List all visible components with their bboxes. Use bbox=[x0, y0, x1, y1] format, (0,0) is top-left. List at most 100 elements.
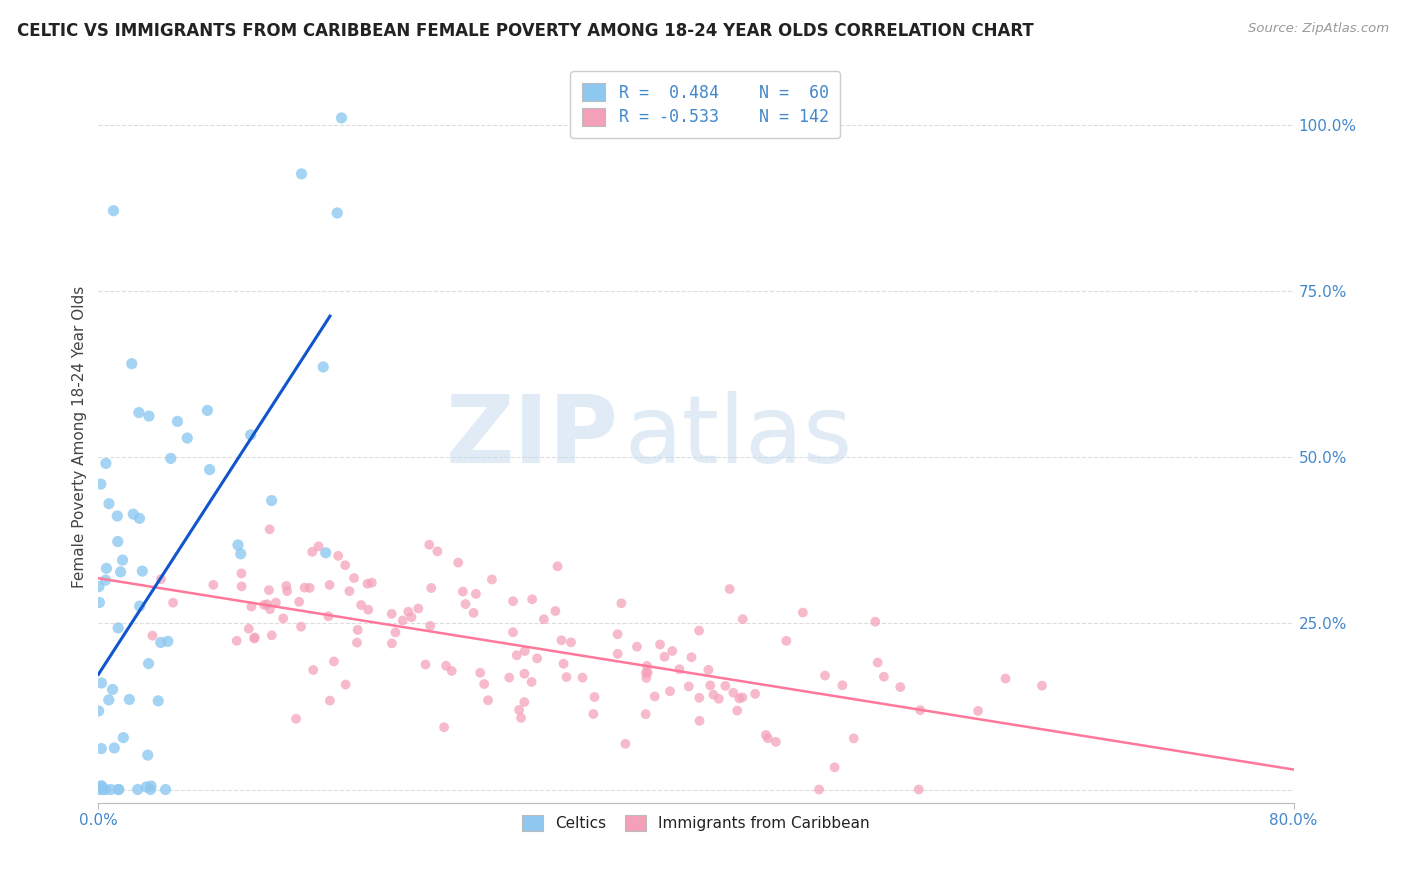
Point bbox=[198, 462, 221, 476]
Point bbox=[731, 612, 754, 626]
Point bbox=[1031, 679, 1053, 693]
Point bbox=[94, 456, 117, 470]
Point bbox=[889, 680, 911, 694]
Point bbox=[346, 635, 368, 649]
Point bbox=[582, 706, 605, 721]
Point bbox=[910, 703, 932, 717]
Point bbox=[107, 782, 129, 797]
Point bbox=[96, 561, 118, 575]
Point bbox=[873, 670, 896, 684]
Point bbox=[648, 638, 671, 652]
Point bbox=[583, 690, 606, 704]
Point bbox=[994, 672, 1017, 686]
Point bbox=[381, 636, 404, 650]
Text: ZIP: ZIP bbox=[446, 391, 619, 483]
Point bbox=[128, 511, 150, 525]
Point bbox=[128, 599, 150, 613]
Point bbox=[481, 573, 503, 587]
Point bbox=[335, 677, 357, 691]
Point bbox=[239, 428, 262, 442]
Point bbox=[103, 203, 125, 218]
Point bbox=[668, 662, 690, 676]
Point bbox=[661, 644, 683, 658]
Point bbox=[136, 748, 159, 763]
Point bbox=[90, 779, 112, 793]
Point bbox=[725, 704, 748, 718]
Point bbox=[714, 679, 737, 693]
Point bbox=[544, 604, 567, 618]
Point bbox=[440, 664, 463, 678]
Point bbox=[162, 596, 184, 610]
Point bbox=[718, 582, 741, 596]
Point bbox=[381, 607, 404, 621]
Point bbox=[502, 625, 524, 640]
Point bbox=[97, 693, 120, 707]
Point bbox=[415, 657, 437, 672]
Point bbox=[226, 538, 249, 552]
Point bbox=[94, 782, 117, 797]
Point bbox=[634, 665, 657, 680]
Point bbox=[197, 403, 219, 417]
Point bbox=[408, 601, 430, 615]
Point bbox=[337, 584, 360, 599]
Text: atlas: atlas bbox=[624, 391, 852, 483]
Point bbox=[533, 612, 555, 626]
Point bbox=[285, 712, 308, 726]
Point bbox=[121, 357, 143, 371]
Point bbox=[90, 676, 112, 690]
Point bbox=[391, 614, 413, 628]
Point bbox=[699, 678, 721, 692]
Point bbox=[707, 691, 730, 706]
Point bbox=[319, 693, 342, 707]
Point bbox=[866, 656, 889, 670]
Point bbox=[98, 497, 121, 511]
Point bbox=[100, 782, 122, 797]
Point bbox=[343, 571, 366, 585]
Point bbox=[434, 658, 457, 673]
Point bbox=[967, 704, 990, 718]
Point bbox=[907, 782, 929, 797]
Point bbox=[464, 587, 486, 601]
Legend: Celtics, Immigrants from Caribbean: Celtics, Immigrants from Caribbean bbox=[515, 807, 877, 839]
Point bbox=[131, 564, 153, 578]
Point bbox=[91, 782, 114, 797]
Point bbox=[775, 633, 797, 648]
Point bbox=[166, 414, 188, 428]
Point bbox=[520, 675, 543, 690]
Point bbox=[240, 599, 263, 614]
Point bbox=[824, 760, 846, 774]
Point bbox=[90, 477, 112, 491]
Point bbox=[259, 602, 281, 616]
Point bbox=[107, 782, 129, 797]
Point bbox=[90, 779, 112, 793]
Point bbox=[520, 592, 543, 607]
Point bbox=[122, 507, 145, 521]
Point bbox=[253, 598, 276, 612]
Point bbox=[644, 690, 666, 704]
Point bbox=[139, 779, 162, 793]
Text: Source: ZipAtlas.com: Source: ZipAtlas.com bbox=[1249, 22, 1389, 36]
Point bbox=[550, 633, 572, 648]
Point bbox=[138, 409, 160, 423]
Point bbox=[654, 649, 676, 664]
Point bbox=[447, 556, 470, 570]
Point bbox=[814, 668, 837, 682]
Point bbox=[159, 451, 181, 466]
Point bbox=[87, 580, 110, 594]
Point bbox=[555, 670, 578, 684]
Point bbox=[330, 111, 353, 125]
Point bbox=[454, 597, 477, 611]
Point bbox=[294, 581, 316, 595]
Y-axis label: Female Poverty Among 18-24 Year Olds: Female Poverty Among 18-24 Year Olds bbox=[72, 286, 87, 588]
Point bbox=[508, 703, 530, 717]
Point bbox=[107, 534, 129, 549]
Point bbox=[308, 539, 330, 553]
Point bbox=[127, 782, 149, 797]
Point bbox=[606, 627, 628, 641]
Point bbox=[636, 671, 658, 685]
Point bbox=[225, 633, 247, 648]
Point bbox=[688, 690, 710, 705]
Point bbox=[477, 693, 499, 707]
Point bbox=[148, 694, 170, 708]
Point bbox=[118, 692, 141, 706]
